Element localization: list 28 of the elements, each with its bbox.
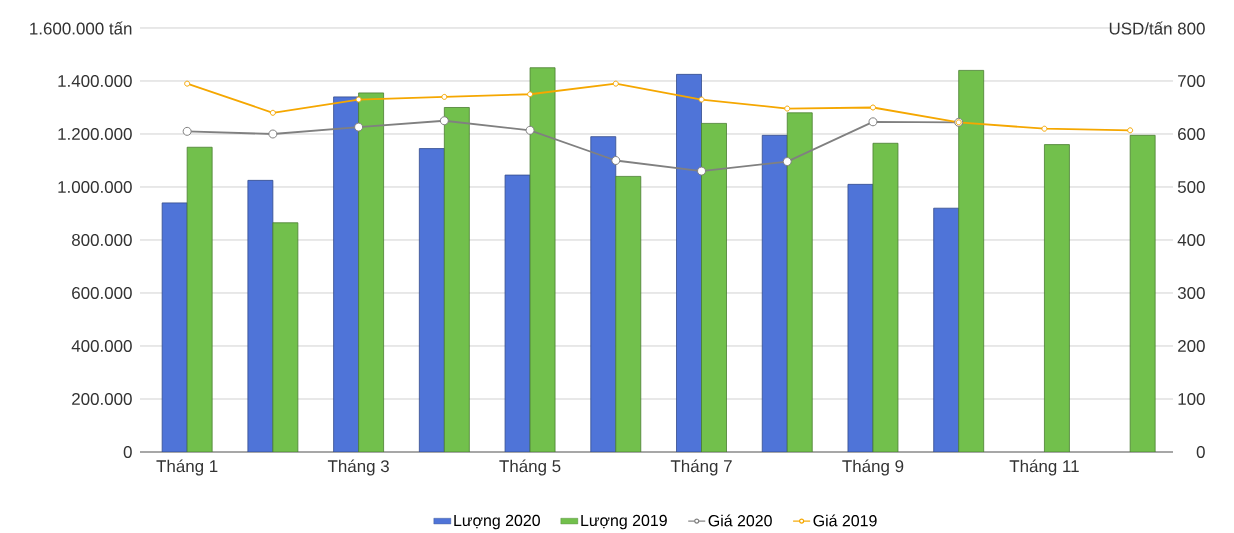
y-tick-label: 1.200.000 <box>58 128 132 140</box>
x-tick-label: Tháng 5 <box>499 459 561 476</box>
y-tick-label: 1.600.000 tấn <box>30 21 132 35</box>
y2-tick-label: USD/tấn 800 <box>1109 21 1205 35</box>
y-tick-label: 600.000 <box>72 287 132 299</box>
y2-tick-label: 700 <box>1178 75 1205 87</box>
x-tick-label: Tháng 9 <box>842 459 904 476</box>
y2-tick-label: 300 <box>1177 287 1205 299</box>
x-tick-label: Tháng 3 <box>327 459 389 476</box>
y2-tick-label: 500 <box>1177 181 1205 193</box>
x-tick-label: Tháng 1 <box>156 459 218 476</box>
y-tick-label: 0 <box>123 446 132 458</box>
legend-label: Giá 2020 <box>708 514 772 527</box>
y2-tick-label: 600 <box>1178 128 1205 140</box>
y-tick-label: 800.000 <box>71 234 132 246</box>
y-tick-label: 1.000.000 <box>58 181 132 193</box>
x-tick-label: Tháng 7 <box>670 459 732 476</box>
y2-tick-label: 0 <box>1196 446 1205 458</box>
y2-tick-label: 200 <box>1178 340 1205 352</box>
y-tick-label: 400.000 <box>71 340 132 352</box>
y-tick-label: 1.400.000 <box>58 75 132 87</box>
y2-tick-label: 100 <box>1178 393 1205 405</box>
legend-label: Lượng 2020 <box>454 514 540 530</box>
legend-label: Giá 2019 <box>813 514 877 527</box>
y-tick-label: 200.000 <box>72 393 132 405</box>
legend-label: Lượng 2019 <box>581 514 667 530</box>
y2-tick-label: 400 <box>1177 234 1205 246</box>
x-tick-label: Tháng 11 <box>1009 459 1079 476</box>
